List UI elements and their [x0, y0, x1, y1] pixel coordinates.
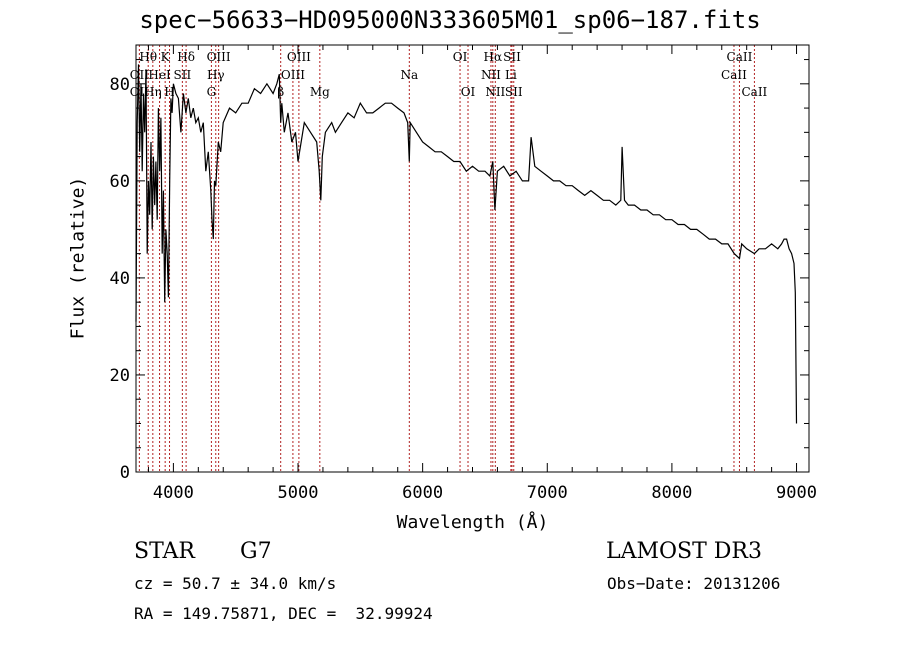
coordinates: RA = 149.75871, DEC = 32.99924	[134, 604, 433, 623]
x-axis-label: Wavelength (Å)	[396, 512, 549, 533]
x-tick-label: 8000	[651, 483, 692, 503]
axes-frame	[135, 44, 810, 473]
page-title: spec−56633−HD095000N333605M01_sp06−187.f…	[139, 6, 761, 34]
subclass: G7	[240, 539, 272, 564]
line-label: SII	[503, 50, 521, 64]
line-label: Hγ	[207, 68, 225, 82]
line-label: Hδ	[177, 50, 195, 64]
x-tick-label: 5000	[278, 483, 319, 503]
line-label: G	[207, 85, 217, 99]
line-label: NII	[485, 85, 505, 99]
line-label: OIII	[207, 50, 231, 64]
line-label: NII	[481, 68, 501, 82]
line-label: Mg	[310, 85, 330, 99]
x-tick-label: 4000	[153, 483, 194, 503]
axis-ticks: 4000 5000 6000 7000 8000 9000 0 20 40 60 80	[110, 45, 817, 503]
line-label: Na	[400, 68, 418, 82]
line-label: Li	[505, 68, 517, 82]
line-label: H	[164, 85, 174, 99]
line-label: OIII	[287, 50, 311, 64]
y-tick-label: 20	[110, 366, 130, 386]
redshift: cz = 50.7 ± 34.0 km/s	[134, 574, 337, 593]
y-tick-label: 0	[120, 463, 130, 483]
x-tick-label: 6000	[402, 483, 443, 503]
line-label: CaII	[721, 68, 747, 82]
line-label: SII	[174, 68, 192, 82]
y-tick-label: 80	[110, 75, 130, 95]
line-label: OI	[453, 50, 468, 64]
line-label: K	[161, 50, 171, 64]
line-label: Hα	[484, 50, 503, 64]
flux-line	[135, 64, 798, 424]
line-label: CaII	[741, 85, 767, 99]
line-label: OII	[130, 85, 150, 99]
line-label: OI	[461, 85, 476, 99]
plot-frame	[135, 44, 810, 473]
spectrum-series	[135, 64, 798, 424]
x-tick-label: 9000	[776, 483, 817, 503]
line-label: Hθ	[139, 50, 157, 64]
y-tick-label: 40	[110, 269, 130, 289]
line-label: CaII	[727, 50, 753, 64]
object-class: STAR	[134, 539, 195, 564]
line-label: SII	[505, 85, 523, 99]
survey-name: LAMOST DR3	[606, 539, 762, 564]
obs-date: Obs−Date: 20131206	[607, 574, 781, 593]
line-label: OII	[130, 68, 150, 82]
line-label: Hη	[144, 85, 162, 99]
y-axis-label: Flux (relative)	[67, 176, 89, 340]
line-label: β	[277, 85, 284, 99]
y-tick-label: 60	[110, 172, 130, 192]
line-label: OIII	[281, 68, 305, 82]
line-label: HeI	[148, 68, 171, 82]
x-tick-label: 7000	[527, 483, 568, 503]
